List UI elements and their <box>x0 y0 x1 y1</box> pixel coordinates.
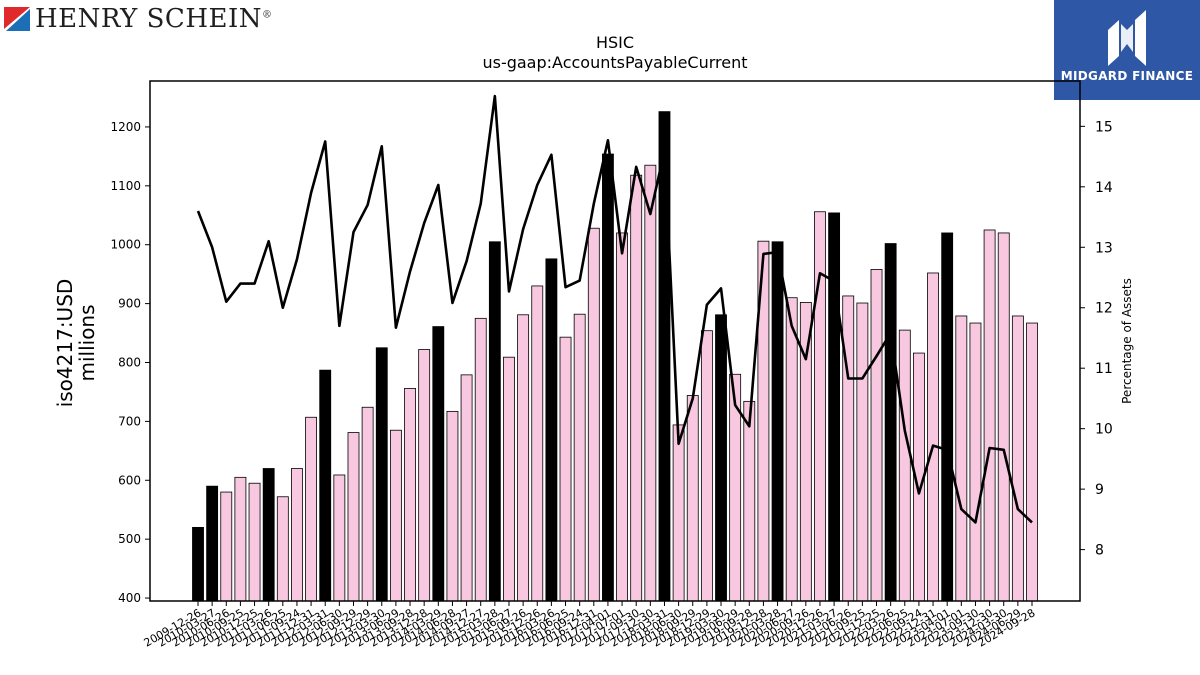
y2-tick-label: 14 <box>1095 180 1113 196</box>
henry-schein-flag-icon <box>4 7 30 31</box>
bar-quarter <box>856 302 869 602</box>
y-axis-label-line: iso4217:USD <box>53 279 77 408</box>
bar-quarter <box>1011 315 1024 602</box>
bar-annual <box>658 111 671 602</box>
bar-quarter <box>686 395 699 602</box>
bar-quarter <box>983 229 996 602</box>
y2-tick-label: 10 <box>1095 422 1113 438</box>
bar-annual <box>771 241 784 602</box>
bar-annual <box>884 243 897 602</box>
registered-mark: ® <box>262 9 273 21</box>
y2-tick-label: 12 <box>1095 301 1113 317</box>
bar-quarter <box>955 315 968 602</box>
bar-quarter <box>389 429 402 602</box>
bar-quarter <box>927 272 939 602</box>
bar-annual <box>715 314 727 602</box>
y2-tick-label: 9 <box>1095 482 1104 498</box>
y2-tick-label: 8 <box>1095 543 1104 559</box>
bar-quarter <box>333 474 346 602</box>
y-axis-left: 400 500 600 700 800 900 1000 1100 1200 <box>110 120 150 605</box>
line-series <box>196 94 1033 524</box>
chart-title: HSIC <box>596 33 634 52</box>
bar-quarter <box>870 269 883 602</box>
percentage-line <box>196 94 1033 524</box>
bar-quarter <box>305 416 318 602</box>
bar-annual <box>375 347 388 602</box>
bar-quarter <box>1026 322 1038 602</box>
chart-subtitle: us-gaap:AccountsPayableCurrent <box>482 53 747 72</box>
y-tick-label: 700 <box>118 414 141 428</box>
bar-quarter <box>785 297 798 602</box>
bar-quarter <box>842 295 855 602</box>
bar-quarter <box>644 164 657 602</box>
bar-quarter <box>997 232 1010 602</box>
y-tick-label: 500 <box>118 532 141 546</box>
y-axis-label: iso4217:USDmillions <box>53 279 99 408</box>
midgard-finance-name: MIDGARD FINANCE <box>1060 69 1194 83</box>
bar-annual <box>319 369 332 602</box>
bar-quarter <box>291 468 303 602</box>
bar-quarter <box>517 314 530 602</box>
henry-schein-logo: HENRY SCHEIN® <box>4 4 273 34</box>
bar-quarter <box>404 388 416 602</box>
bar-quarter <box>460 374 473 602</box>
bar-series <box>192 111 1038 602</box>
y-tick-label: 1200 <box>110 120 141 134</box>
y2-axis-label: Percentage of Assets <box>1120 278 1134 404</box>
bar-quarter <box>474 317 487 602</box>
bar-quarter <box>531 285 544 602</box>
y-axis-right: 8 9 10 11 12 13 14 15 <box>1080 119 1113 559</box>
henry-schein-wordmark: HENRY SCHEIN® <box>35 4 273 34</box>
y-tick-label: 600 <box>118 473 141 487</box>
bar-quarter <box>700 330 713 602</box>
bar-annual <box>262 468 275 602</box>
bar-quarter <box>234 476 247 602</box>
plot-frame <box>149 80 1081 602</box>
y2-tick-label: 13 <box>1095 240 1113 256</box>
y2-tick-label: 15 <box>1095 119 1113 135</box>
bar-quarter <box>630 174 643 602</box>
bar-annual <box>941 232 954 602</box>
bar-quarter <box>248 482 261 602</box>
y-tick-label: 900 <box>118 297 141 311</box>
bar-quarter <box>743 400 756 602</box>
y2-tick-label: 11 <box>1095 361 1113 377</box>
henry-schein-name: HENRY SCHEIN <box>35 4 262 34</box>
bar-quarter <box>616 232 628 602</box>
bar-annual <box>206 485 219 602</box>
bar-quarter <box>672 424 685 602</box>
midgard-finance-logo: MIDGARD FINANCE <box>1054 0 1200 100</box>
y-tick-label: 800 <box>118 355 141 369</box>
bar-quarter <box>898 329 911 602</box>
bar-quarter <box>587 227 600 602</box>
bar-quarter <box>347 432 360 602</box>
midgard-m-icon <box>1108 10 1146 66</box>
bar-quarter <box>559 336 572 602</box>
bar-quarter <box>969 322 982 602</box>
y-axis-label-line: millions <box>75 304 99 381</box>
y-tick-label: 400 <box>118 591 141 605</box>
bar-quarter <box>573 313 586 602</box>
bar-quarter <box>814 211 826 602</box>
bar-quarter <box>446 410 459 602</box>
y-tick-label: 1000 <box>110 238 141 252</box>
bar-quarter <box>220 491 233 602</box>
bar-annual <box>432 326 445 602</box>
x-axis: 2009-12-262010-03-272010-06-262010-09-25… <box>142 601 1038 650</box>
bar-quarter <box>361 406 374 602</box>
bar-annual <box>192 526 204 602</box>
bar-quarter <box>729 373 742 602</box>
y-tick-label: 1100 <box>110 179 141 193</box>
bar-annual <box>602 153 614 602</box>
bar-quarter <box>418 349 431 602</box>
bar-annual <box>488 241 501 602</box>
bar-quarter <box>276 496 289 602</box>
bar-annual <box>545 258 558 602</box>
bar-quarter <box>503 356 515 602</box>
bar-annual <box>828 212 841 602</box>
